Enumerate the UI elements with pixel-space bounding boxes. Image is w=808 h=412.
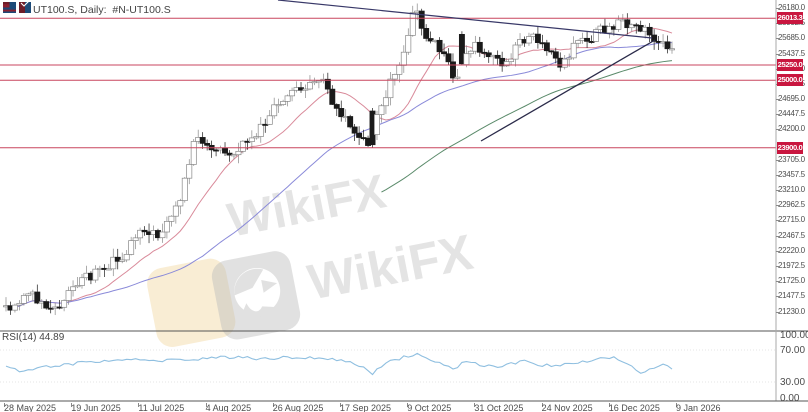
svg-text:RSI(14) 44.89: RSI(14) 44.89 xyxy=(2,332,65,343)
